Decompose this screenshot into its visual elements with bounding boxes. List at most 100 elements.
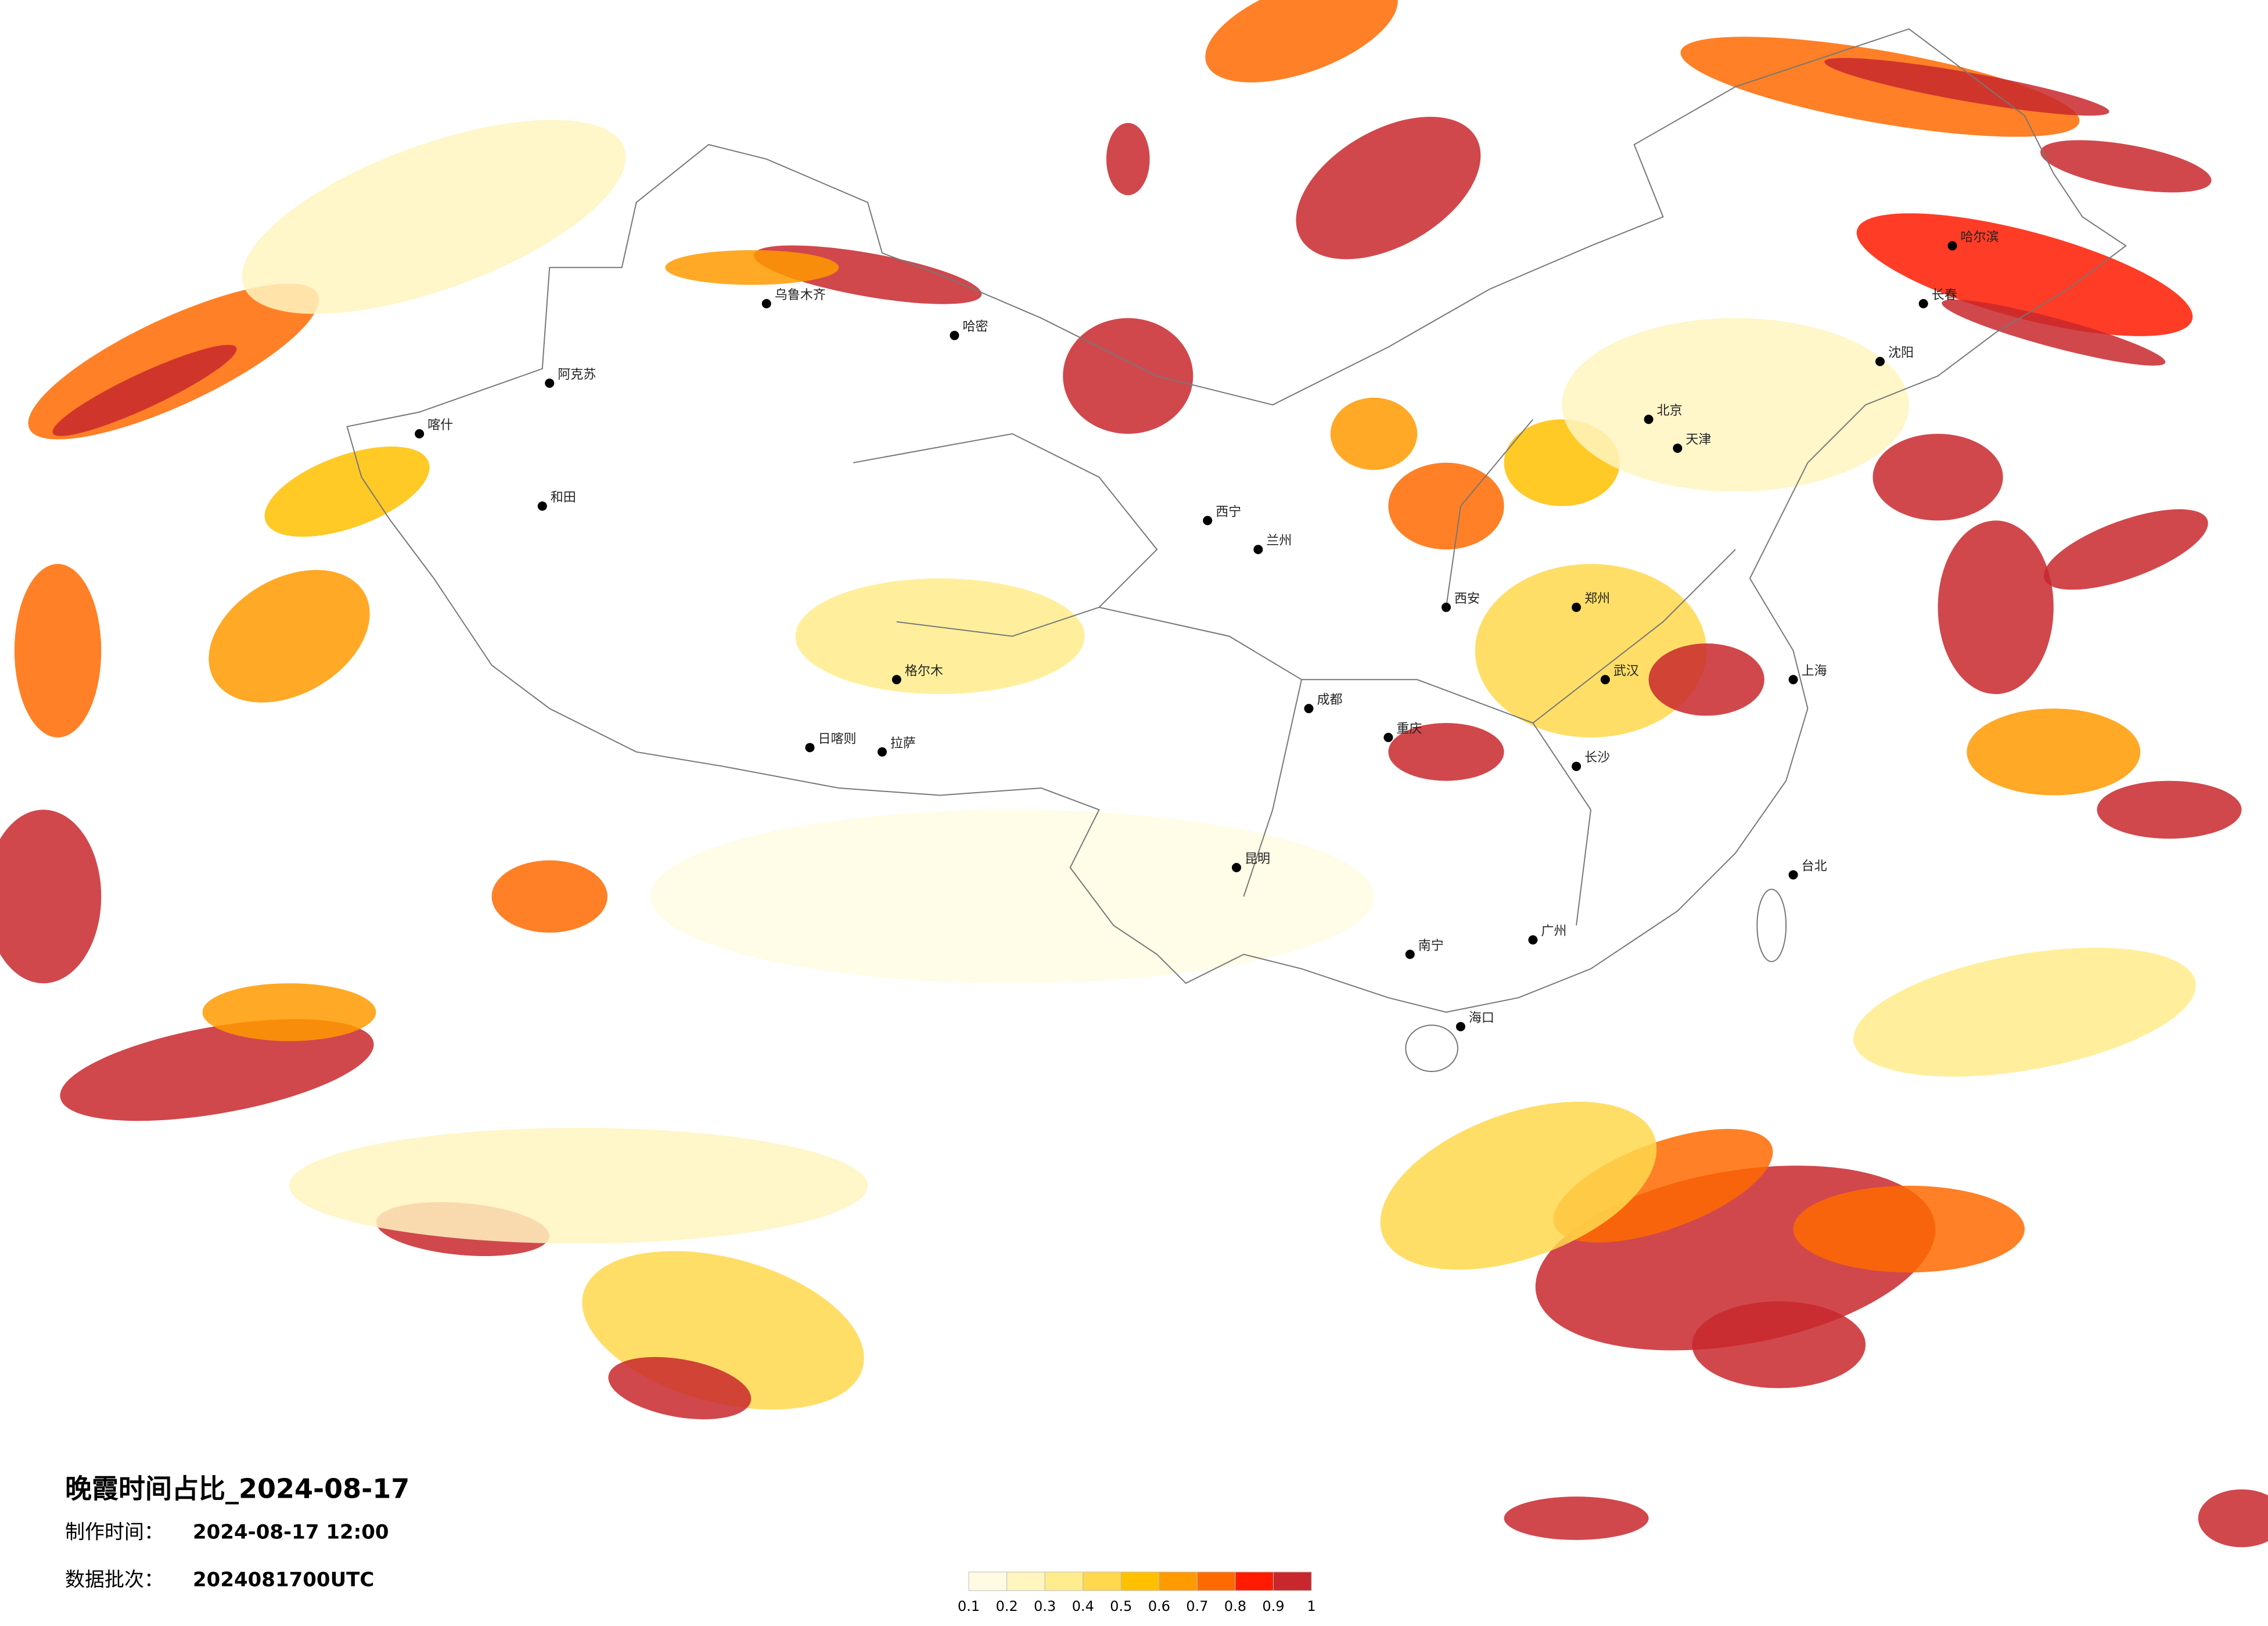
city-label: 天津 [1685,433,1711,447]
city-dot [1253,545,1263,555]
city-label: 兰州 [1266,534,1292,548]
city-dot [545,378,555,388]
city-dot [1455,1021,1465,1031]
city-dot [877,747,887,757]
heat-area [202,983,376,1041]
province-border [853,419,1736,926]
city-dot [1788,870,1798,880]
city-dot [1572,602,1582,612]
city-label: 阿克苏 [558,368,596,382]
heat-area [1648,643,1764,716]
heat-area [1388,462,1504,550]
heat-area [1872,434,2003,521]
city-dot [1231,863,1241,872]
heat-area [14,564,102,738]
heat-area [1562,318,1909,492]
legend: 0.1 0.2 0.3 0.4 0.5 0.6 0.7 0.8 0.9 1 [958,1571,1316,1614]
heat-area [795,578,1085,695]
city-dot [1383,732,1393,742]
heat-area [1388,723,1504,781]
city-dot [415,429,425,438]
city-dot [1528,935,1538,945]
made-time: 2024-08-17 12:00 [193,1521,389,1544]
heat-layer [0,0,2268,1548]
city-label: 日喀则 [818,732,856,746]
map-title: 晚霞时间占比_2024-08-17 [65,1473,409,1505]
heat-area [289,1128,868,1244]
city-label: 南宁 [1418,938,1444,953]
heat-area [2198,1489,2268,1548]
legend-swatch [968,1571,1008,1591]
city-dot [1304,704,1314,714]
city-label: 拉萨 [890,736,916,751]
city-dot [1918,298,1928,308]
legend-tick-label: 0.1 [958,1598,980,1614]
heat-area [1504,1497,1649,1540]
heat-area [1942,299,2166,366]
heat-area [242,120,626,314]
legend-swatch [1007,1571,1045,1591]
city-label: 广州 [1541,924,1566,939]
legend-tick-label: 0.4 [1072,1598,1094,1614]
heat-area [1106,123,1150,196]
city-label: 西安 [1454,592,1480,606]
heat-area [665,250,839,285]
city-label: 长春 [1932,288,1957,303]
city-label: 海口 [1469,1011,1494,1026]
legend-tick-label: 0.3 [1034,1598,1056,1614]
heat-area [1856,213,2193,336]
city-dot [537,501,547,511]
legend-tick-label: 0.6 [1148,1598,1170,1614]
heat-area [650,810,1374,984]
taiwan [1756,888,1787,962]
city-label: 喀什 [427,418,453,433]
city-label: 哈尔滨 [1961,230,1999,244]
city-dot [1673,443,1683,453]
batch: 2024081700UTC [193,1569,374,1592]
heat-area [1380,1102,1657,1270]
city-dot [892,675,901,685]
legend-tick-label: 0.7 [1186,1598,1208,1614]
city-dot [1600,675,1610,685]
city-label: 长沙 [1584,751,1610,765]
city-dot [805,743,815,753]
city-dot [1405,949,1415,959]
city-label: 昆明 [1245,852,1270,866]
legend-tick-label: 0.5 [1110,1598,1132,1614]
heat-area [60,1019,374,1121]
heat-area [1330,397,1418,470]
heat-area [0,810,102,984]
heat-area [1824,57,2109,116]
heat-area [1793,1185,2025,1273]
city-dot [1644,415,1654,425]
city-dot [1203,516,1213,526]
city-label: 西宁 [1216,505,1241,519]
legend-tick-label: 0.2 [995,1598,1018,1614]
heat-area [1680,37,2080,137]
city-dot [1442,602,1451,612]
heat-area [52,344,237,436]
heat-area [1205,0,1398,82]
city-dot [761,298,771,308]
city-label: 格尔木 [905,664,943,678]
city-dot [1788,675,1798,685]
city-dot [1572,761,1582,771]
city-label: 重庆 [1396,722,1422,736]
heat-area [1938,520,2054,695]
city-label: 郑州 [1584,592,1610,606]
china-border [346,28,2127,1013]
legend-tick-label: 0.8 [1224,1598,1246,1614]
city-label: 和田 [551,491,576,505]
city-label: 北京 [1657,404,1683,418]
heat-area [1475,564,1707,738]
legend-swatch [1273,1571,1312,1591]
heat-area [608,1357,752,1419]
city-label: 武汉 [1613,664,1639,678]
city-label: 哈密 [962,320,988,334]
city-label: 上海 [1802,664,1827,678]
legend-swatch [1044,1571,1084,1591]
made-time-label: 制作时间： [65,1521,164,1544]
